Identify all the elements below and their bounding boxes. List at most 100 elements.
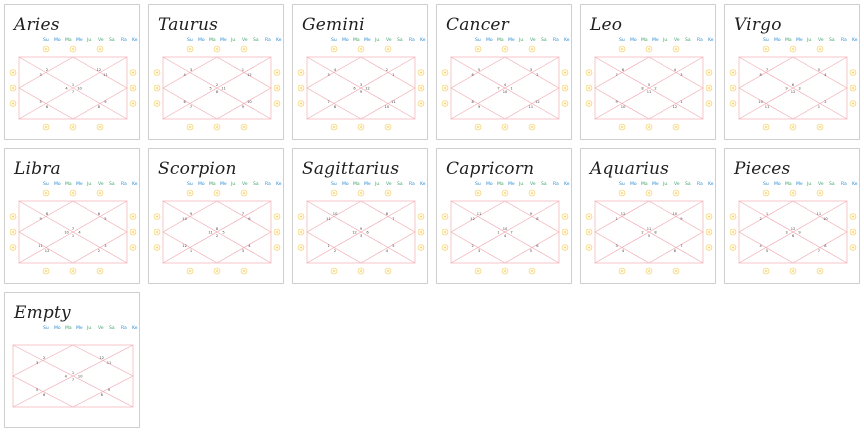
sign-marker-dot-icon: [72, 270, 74, 272]
planet-label: Mo: [486, 38, 493, 43]
planet-label: Su: [763, 38, 769, 43]
chart-diamond: [450, 56, 560, 120]
chart-diamond: [162, 56, 272, 120]
sign-marker-dot-icon: [300, 246, 302, 249]
sign-marker-dot-icon: [276, 231, 278, 233]
sign-marker-dot-icon: [765, 192, 767, 194]
house-number: 4: [622, 249, 625, 253]
sign-marker-dot-icon: [819, 270, 821, 272]
chart-card-cancer[interactable]: Cancer Su Mo Ma Me Ju Ve Sa Ra Ke 4 5 6 7 8 9 10 11 12 1 2 3: [436, 4, 572, 140]
sign-marker-dot-icon: [99, 192, 101, 194]
sign-marker-dot-icon: [360, 192, 362, 194]
house-number: 2: [824, 100, 826, 104]
chart-card-aries[interactable]: Aries Su Mo Ma Me Ju Ve Sa Ra Ke 1 2 3 4 5 6 7 8 9 10 11 12: [4, 4, 140, 140]
planet-label: Mo: [486, 182, 493, 187]
chart-card-aquarius[interactable]: Aquarius Su Mo Ma Me Ju Ve Sa Ra Ke 11 12 1 2 3 4 5 6 7 8 9 1…: [580, 148, 716, 284]
chart-card-sagittarius[interactable]: Sagittarius Su Mo Ma Me Ju Ve Sa Ra Ke 9 10 11 12 1 2 3 4…: [292, 148, 428, 284]
sign-marker-dot-icon: [792, 270, 794, 272]
sign-marker-dot-icon: [156, 215, 158, 218]
chart-card-empty[interactable]: Empty Su Mo Ma Me Ju Ve Sa Ra Ke 1 2 3 4 5 6 7 8 9 10 11 12: [4, 292, 140, 428]
planet-label: Me: [76, 326, 83, 331]
sign-marker-dot-icon: [12, 87, 14, 89]
house-number: 1: [818, 105, 820, 109]
chart-card-pieces[interactable]: Pieces Su Mo Ma Me Ju Ve Sa Ra Ke 12 1 2 3 4 5 6 7 8 9 10 11: [724, 148, 860, 284]
sign-marker-dot-icon: [276, 246, 278, 249]
house-number: 1: [497, 231, 499, 235]
sign-marker-dot-icon: [333, 48, 335, 50]
sign-marker-dot-icon: [444, 71, 446, 74]
chart-title: Pieces: [734, 159, 791, 179]
sign-marker-dot-icon: [99, 270, 101, 272]
planet-label: Mo: [198, 182, 205, 187]
planet-label: Ma: [641, 38, 648, 43]
planet-label: Sa: [541, 38, 547, 43]
chart-card-leo[interactable]: Leo Su Mo Ma Me Ju Ve Sa Ra Ke 5 6 7 8 9 10 11 12 1 2 3 4: [580, 4, 716, 140]
house-number: 12: [100, 356, 105, 360]
house-number: 11: [765, 105, 770, 109]
sign-marker-dot-icon: [189, 270, 191, 272]
house-number: 8: [216, 227, 219, 231]
house-number: 9: [615, 100, 618, 104]
planet-label: Ra: [553, 182, 559, 187]
house-number: 4: [824, 73, 827, 77]
house-number: 10: [385, 105, 390, 109]
sign-marker-dot-icon: [300, 71, 302, 74]
sign-marker-dot-icon: [333, 192, 335, 194]
house-number: 6: [622, 68, 625, 72]
chart-card-gemini[interactable]: Gemini Su Mo Ma Me Ju Ve Sa Ra Ke 3 4 5 6 7 8 9 10 11 12 1 2: [292, 4, 428, 140]
chart-card-capricorn[interactable]: Capricorn Su Mo Ma Me Ju Ve Sa Ra Ke 10 11 12 1 2 3 4 5 6 7…: [436, 148, 572, 284]
house-number: 11: [477, 212, 482, 216]
sign-marker-dot-icon: [531, 126, 533, 128]
house-number: 4: [183, 73, 186, 77]
house-number: 9: [785, 87, 788, 91]
planet-label: Ve: [818, 38, 824, 43]
house-number: 3: [190, 68, 192, 72]
chart-card-scorpion[interactable]: Scorpion Su Mo Ma Me Ju Ve Sa Ra Ke 8 9 10 11 12 1 2 3 4 5 6…: [148, 148, 284, 284]
chart-title: Libra: [14, 159, 61, 179]
house-number: 2: [759, 217, 761, 221]
house-number: 11: [326, 217, 331, 221]
house-number: 1: [327, 244, 329, 248]
sign-marker-dot-icon: [12, 102, 14, 105]
house-number: 5: [648, 234, 650, 238]
sign-marker-dot-icon: [387, 48, 389, 50]
house-number: 9: [190, 212, 193, 216]
house-number: 10: [77, 87, 82, 91]
house-number: 9: [242, 105, 245, 109]
sign-marker-dot-icon: [852, 246, 854, 249]
house-number: 4: [386, 249, 389, 253]
sign-marker-dot-icon: [276, 87, 278, 89]
house-number: 9: [108, 388, 111, 392]
sign-marker-dot-icon: [621, 126, 623, 128]
sign-marker-dot-icon: [156, 246, 158, 249]
sign-marker-dot-icon: [852, 215, 854, 218]
chart-card-libra[interactable]: Libra Su Mo Ma Me Ju Ve Sa Ra Ke 7 8 9 10 11 12 1 2 3 4 5 6: [4, 148, 140, 284]
planet-label: Su: [187, 38, 193, 43]
house-number: 2: [46, 68, 48, 72]
house-number: 9: [104, 100, 107, 104]
chart-diagonal: [18, 200, 128, 264]
house-number: 4: [504, 83, 507, 87]
house-number: 3: [798, 87, 800, 91]
sign-marker-dot-icon: [420, 246, 422, 249]
planet-label: Mo: [54, 326, 61, 331]
planet-label: Ra: [265, 38, 271, 43]
house-number: 9: [360, 90, 363, 94]
sign-marker-dot-icon: [420, 102, 422, 105]
house-number: 11: [391, 100, 396, 104]
house-number: 9: [798, 231, 801, 235]
house-number: 4: [504, 234, 507, 238]
chart-title: Capricorn: [446, 159, 535, 179]
sign-marker-dot-icon: [588, 87, 590, 89]
sign-marker-dot-icon: [45, 270, 47, 272]
sign-marker-dot-icon: [819, 192, 821, 194]
planet-label: Sa: [685, 182, 691, 187]
chart-diagonal: [18, 56, 128, 120]
chart-card-taurus[interactable]: Taurus Su Mo Ma Me Ju Ve Sa Ra Ke 2 3 4 5 6 7 8 9 10 11 12 1: [148, 4, 284, 140]
chart-diamond: [450, 200, 560, 264]
planet-label: Ra: [841, 182, 847, 187]
chart-card-virgo[interactable]: Virgo Su Mo Ma Me Ju Ve Sa Ra Ke 6 7 8 9 10 11 12 1 2 3 4 5: [724, 4, 860, 140]
planet-label: Ma: [65, 326, 72, 331]
chart-diagonal: [738, 200, 848, 264]
